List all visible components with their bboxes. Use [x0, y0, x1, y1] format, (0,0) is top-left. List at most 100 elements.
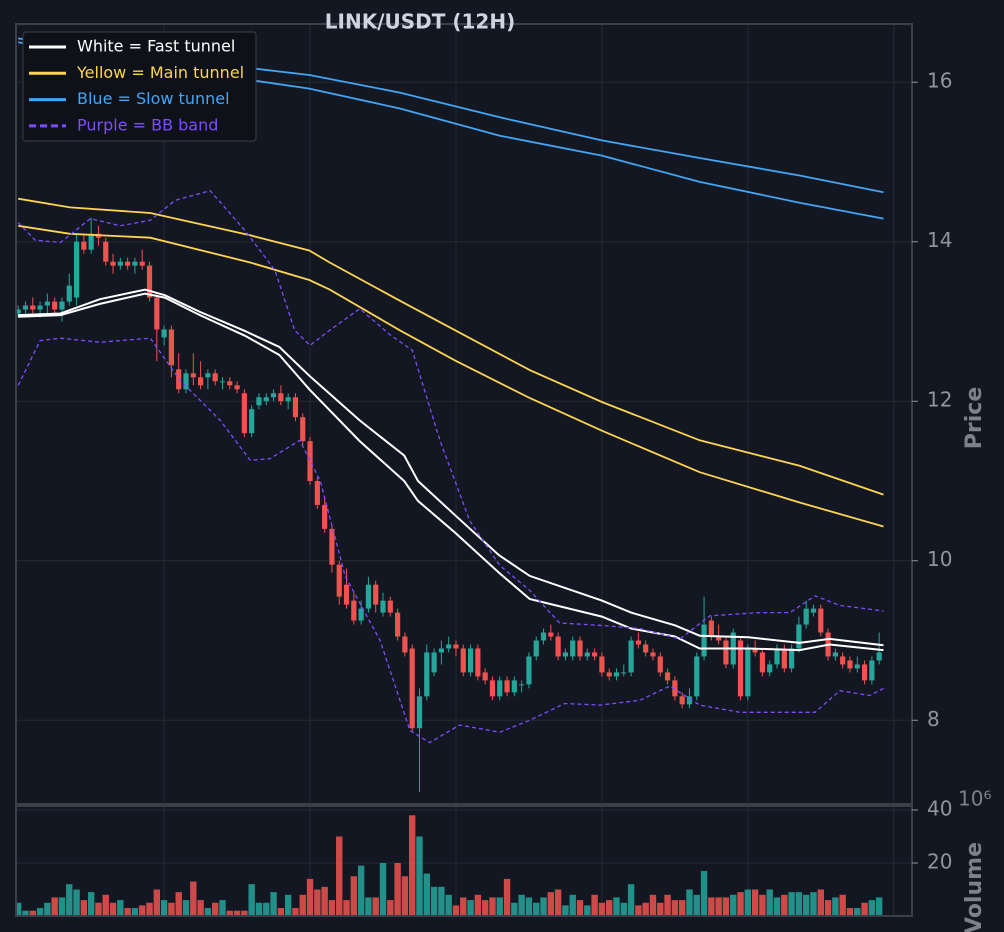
- volume-bar: [868, 900, 876, 916]
- volume-bar: [357, 865, 365, 916]
- volume-bar: [139, 905, 146, 916]
- volume-bar: [226, 910, 233, 916]
- volume-bar: [642, 902, 649, 916]
- candle-body: [635, 640, 641, 645]
- volume-bar: [328, 900, 336, 916]
- volume-bar: [372, 897, 379, 916]
- candle-body: [446, 644, 452, 649]
- volume-bar: [22, 910, 29, 916]
- y-axis-label: Price: [962, 387, 987, 449]
- candle-body: [460, 648, 466, 673]
- volume-bar: [438, 886, 445, 916]
- candle-body: [672, 680, 678, 697]
- candle-body: [212, 373, 218, 382]
- volume-bar: [839, 894, 846, 916]
- candle-body: [723, 640, 729, 665]
- volume-bar: [175, 892, 182, 916]
- volume-bar: [66, 884, 73, 916]
- overlay-line: [18, 292, 884, 652]
- candle-body: [664, 672, 671, 681]
- y-tick-label: 20: [927, 849, 952, 873]
- volume-bar: [730, 894, 737, 916]
- volume-bar: [423, 873, 430, 916]
- volume-bar: [336, 836, 343, 916]
- chart-title: LINK/USDT (12H): [325, 10, 515, 34]
- candle-body: [796, 624, 802, 649]
- volume-bar: [744, 889, 752, 916]
- candle-body: [679, 696, 685, 705]
- volume-bar: [321, 886, 328, 916]
- candle-body: [351, 600, 357, 621]
- candle-body: [584, 652, 590, 657]
- volume-bar: [715, 897, 722, 916]
- volume-bar: [460, 897, 467, 916]
- legend-box: [22, 31, 257, 142]
- volume-bar: [503, 878, 511, 916]
- candle-body: [562, 652, 569, 657]
- candle-body: [139, 261, 145, 266]
- axes-frame: [15, 23, 913, 805]
- volume-bar: [197, 900, 204, 916]
- candle-body: [869, 660, 875, 681]
- axis-offset-label: 10⁶: [958, 787, 991, 811]
- volume-bar: [518, 894, 525, 916]
- volume-bar: [467, 900, 474, 916]
- candle-body: [285, 397, 291, 402]
- candle-body: [219, 381, 226, 383]
- candle-body: [227, 381, 233, 386]
- volume-bar: [233, 910, 241, 916]
- volume-bar: [693, 894, 700, 916]
- volume-bar: [270, 892, 277, 916]
- volume-bar: [613, 897, 620, 916]
- candle-body: [818, 608, 824, 633]
- candle-body: [395, 612, 401, 637]
- y-axis-label: Volume: [962, 842, 987, 932]
- volume-bar: [788, 892, 795, 916]
- volume-bar: [576, 900, 584, 916]
- candle-body: [168, 329, 175, 366]
- volume-bar: [875, 897, 883, 916]
- volume-bar: [511, 902, 518, 916]
- candle-body: [103, 241, 109, 262]
- volume-bar: [620, 902, 627, 916]
- candle-body: [402, 636, 408, 653]
- volume-bar: [591, 894, 598, 916]
- volume-bar: [700, 870, 708, 916]
- volume-bar: [686, 889, 693, 916]
- candle-body: [657, 656, 663, 673]
- candle-body: [278, 393, 284, 402]
- candle-body: [292, 397, 299, 418]
- volume-bar: [51, 897, 58, 916]
- volume-bar: [759, 894, 766, 916]
- candle-body: [409, 648, 415, 729]
- overlay-line: [18, 224, 884, 528]
- candle-body: [183, 373, 189, 390]
- candle-body: [241, 393, 247, 434]
- volume-bar: [16, 902, 22, 916]
- candle-body: [489, 680, 496, 697]
- volume-bar: [584, 905, 591, 916]
- y-tick-label: 40: [927, 796, 952, 820]
- volume-bar: [416, 836, 423, 916]
- candle-body: [329, 528, 335, 565]
- volume-bar: [803, 894, 810, 916]
- overlay-line: [18, 288, 884, 647]
- volume-bar: [131, 908, 139, 916]
- candle-body: [876, 652, 882, 661]
- volume-panel: [15, 805, 913, 917]
- volume-bar: [664, 894, 671, 916]
- candle-body: [314, 480, 320, 505]
- candle-body: [322, 504, 328, 529]
- candle-body: [52, 301, 58, 310]
- y-tick-label: 12: [927, 388, 952, 412]
- candle-body: [358, 608, 364, 621]
- candle-body: [307, 441, 313, 481]
- candle-body: [628, 640, 634, 673]
- volume-bar: [44, 902, 51, 916]
- volume-bar: [474, 894, 482, 916]
- candle-body: [701, 624, 707, 657]
- candle-body: [737, 640, 744, 697]
- candle-body: [789, 648, 795, 669]
- candle-body: [453, 644, 459, 649]
- volume-bar: [314, 889, 321, 916]
